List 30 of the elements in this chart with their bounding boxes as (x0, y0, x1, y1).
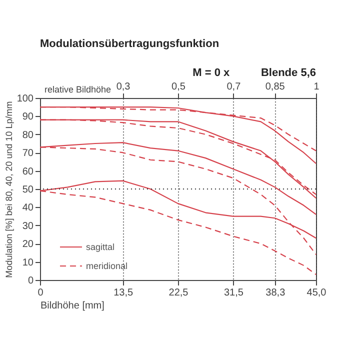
y-tick-label: 30 (22, 220, 34, 232)
x-tick-label: 22,5 (168, 288, 189, 298)
x-tick-label: 31,5 (224, 288, 244, 298)
y-tick-label: 50 (22, 184, 34, 196)
x2-tick-label: 0,3 (116, 82, 131, 92)
y-tick-label: 20 (22, 239, 34, 250)
y-tick-label: 60 (22, 166, 34, 178)
x2-tick-label: 0,5 (172, 82, 186, 92)
y-tick-label: 10 (22, 257, 34, 268)
x-tick-label: 13,5 (114, 288, 134, 298)
text: Blende 5,6 (260, 67, 316, 79)
x-axis-title: Bildhöhe [mm] (40, 300, 105, 312)
legend-label: meridional (86, 261, 128, 271)
y-tick-label: 40 (22, 202, 34, 214)
y-tick-label: 80 (22, 130, 34, 141)
x-tick-label: 45,0 (306, 288, 327, 298)
x-tick-label: 38,3 (266, 288, 286, 298)
x-tick-label: 0 (38, 288, 44, 298)
x2-tick-label: 0,85 (265, 82, 286, 92)
y-tick-label: 100 (16, 94, 34, 104)
text: M = 0 x (192, 67, 230, 79)
y-tick-label: 90 (22, 112, 34, 123)
chart-title: Modulationsübertragungsfunktion (40, 38, 220, 50)
y-tick-label: 70 (22, 148, 34, 160)
y-tick-label: 0 (28, 276, 34, 286)
y-axis-title: Modulation [%] bei 80, 40, 20 und 10 Lp/mm (4, 101, 14, 278)
legend-label: sagittal (86, 242, 115, 252)
x2-tick-label: 0,7 (226, 82, 242, 92)
x2-tick-label: 1 (314, 82, 320, 92)
x2-axis-title: relative Bildhöhe (44, 84, 112, 94)
